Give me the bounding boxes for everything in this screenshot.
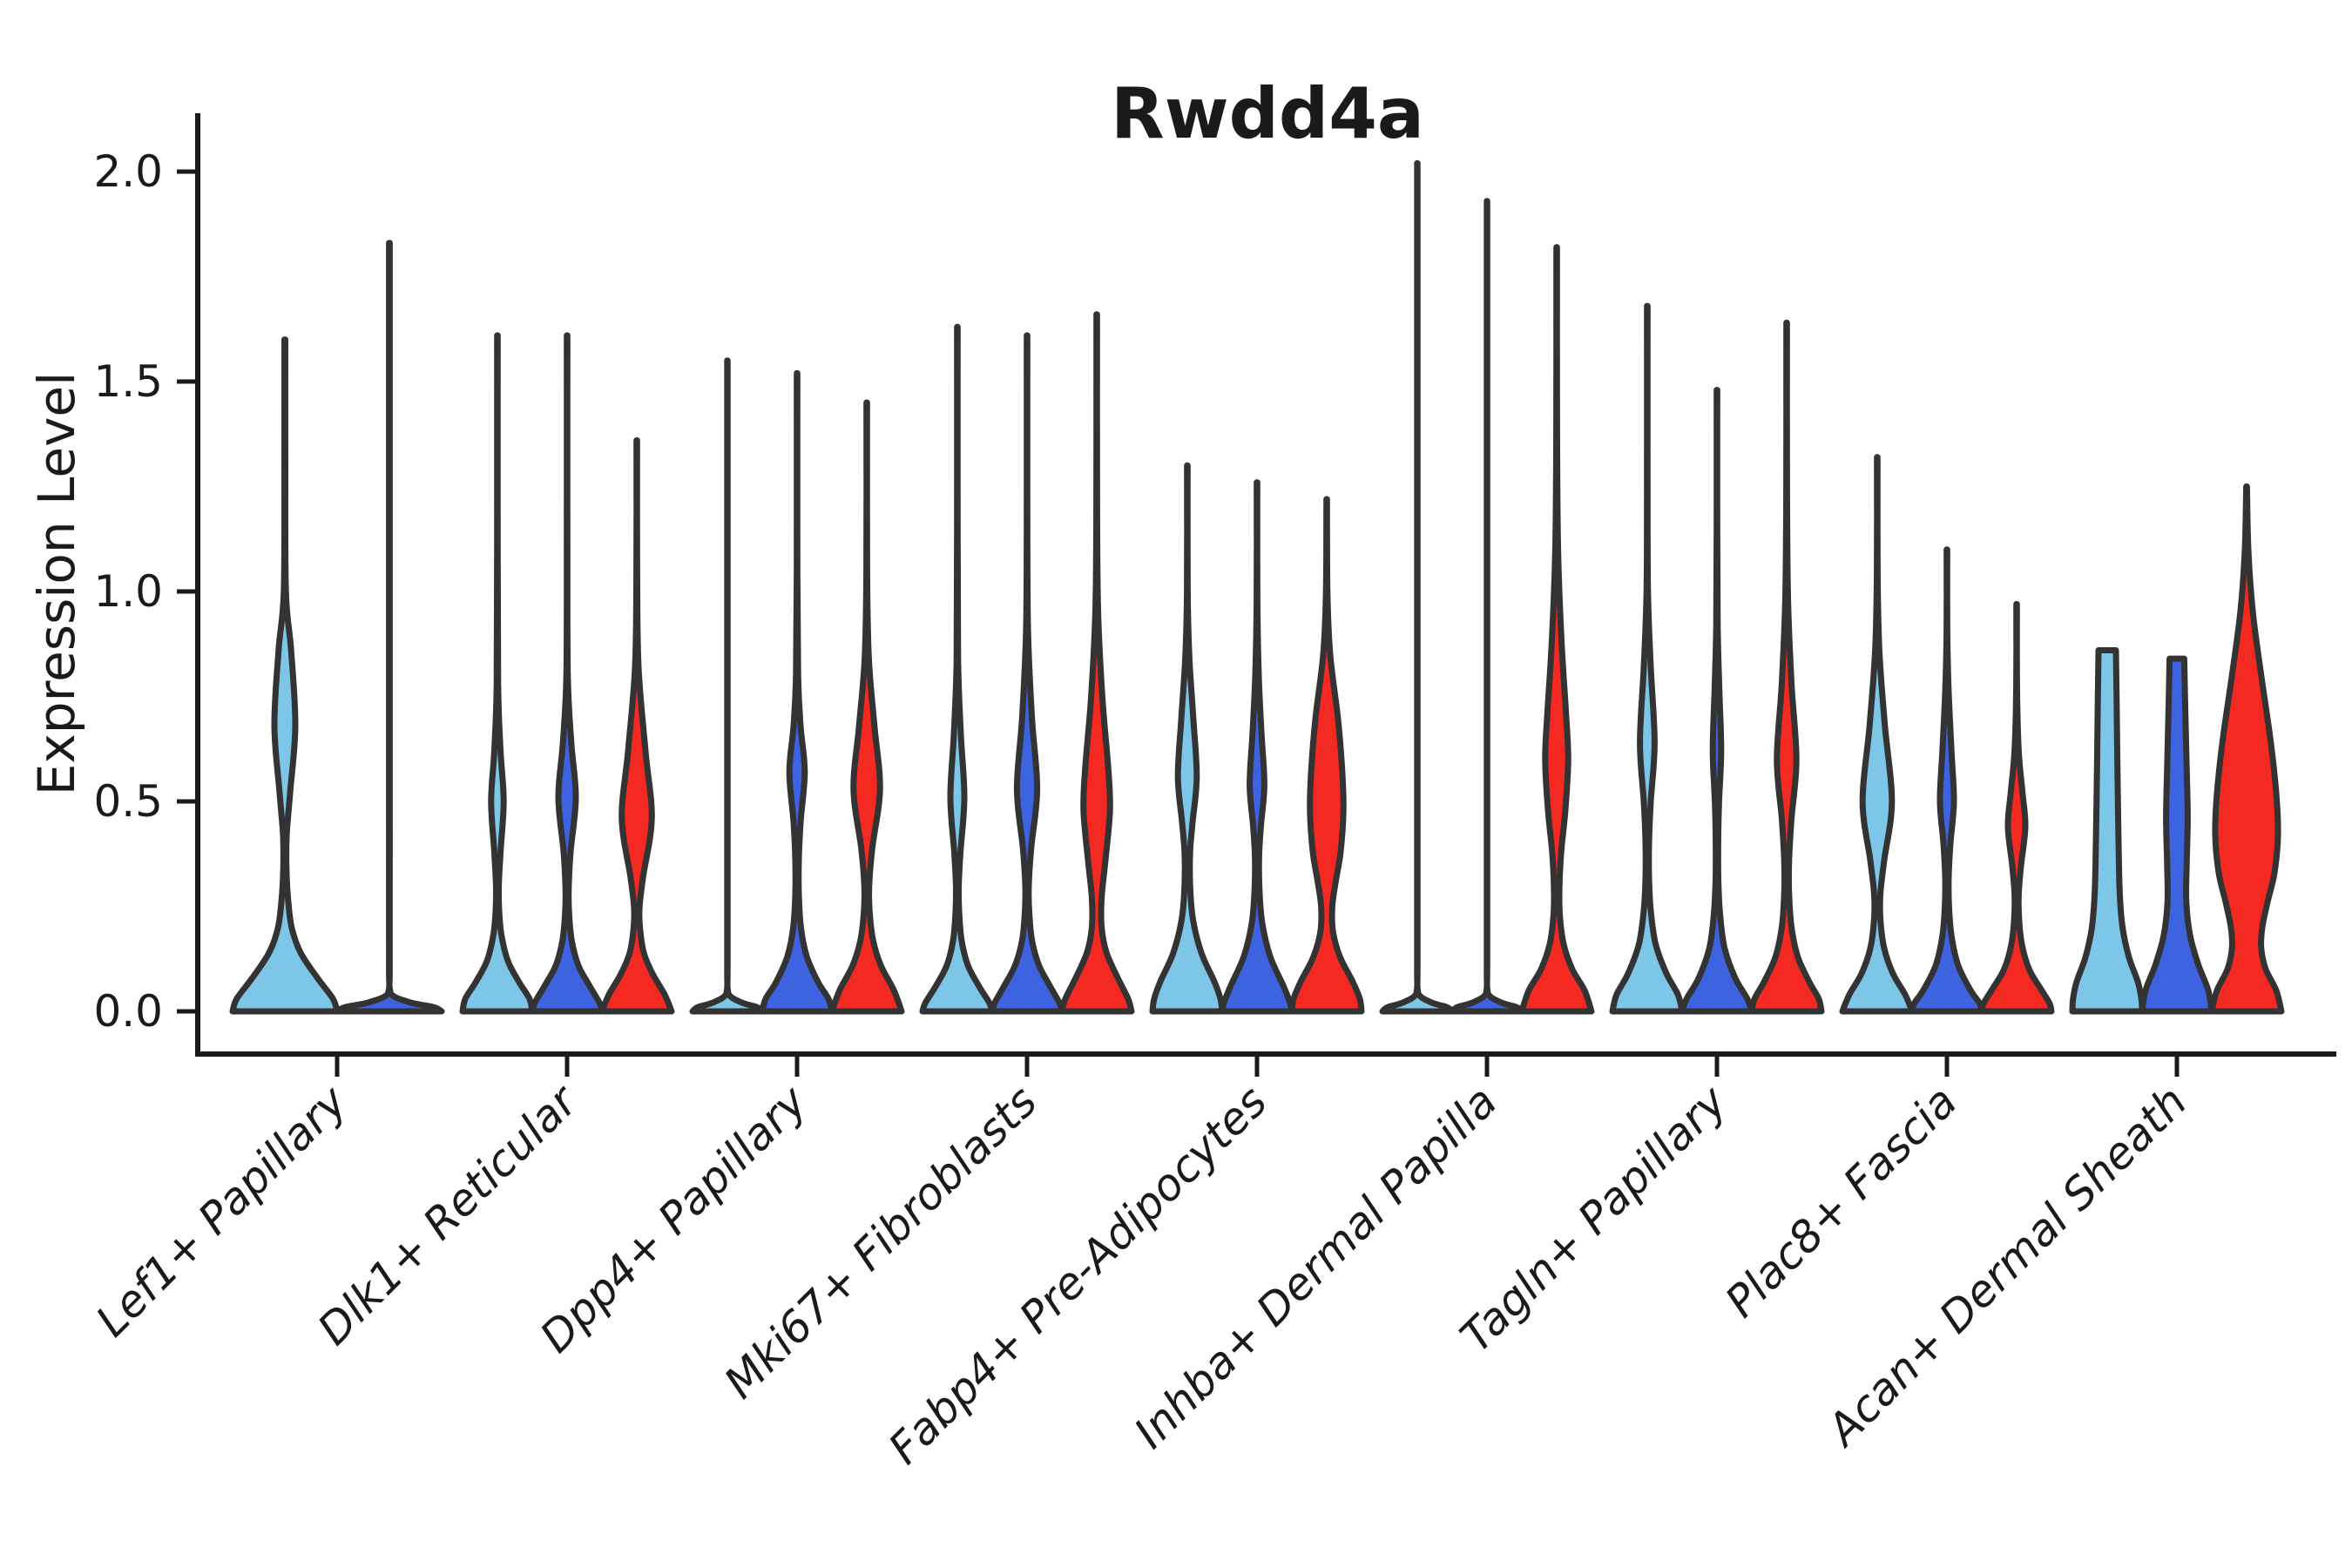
y-tick-label: 0.0 — [93, 986, 163, 1037]
violin-red — [598, 437, 675, 1015]
violin-lightblue — [1609, 302, 1686, 1015]
y-tick-label: 0.5 — [93, 776, 163, 827]
violin-group — [1379, 159, 1595, 1015]
violin-lightblue — [1839, 454, 1916, 1015]
y-tick-label: 1.5 — [93, 356, 163, 407]
violin-lightblue — [229, 336, 341, 1015]
violin-blue — [2139, 655, 2215, 1015]
x-tick-label: Inhba+ Dermal Papilla — [1125, 1076, 1506, 1457]
violin-lightblue — [689, 357, 766, 1015]
violin-red — [1288, 496, 1365, 1015]
violin-group — [1609, 302, 1825, 1015]
y-tick-label: 1.0 — [93, 566, 163, 617]
violin-lightblue — [919, 323, 996, 1015]
x-tick-label: Lef1+ Papillary — [86, 1075, 357, 1346]
violin-lightblue — [459, 332, 536, 1015]
violin-group — [2069, 483, 2285, 1015]
violin-lightblue — [1149, 462, 1226, 1015]
chart-title: Rwdd4a — [1111, 73, 1424, 154]
violin-blue — [1679, 387, 1755, 1015]
y-axis-label: Expression Level — [27, 372, 86, 795]
violin-group — [689, 357, 905, 1015]
violin-group — [1839, 454, 2055, 1015]
violin-group — [229, 240, 445, 1015]
violin-group — [919, 311, 1135, 1015]
violin-red — [1058, 311, 1135, 1015]
y-tick-label: 2.0 — [93, 146, 163, 197]
violin-blue — [1449, 198, 1525, 1015]
violin-lightblue — [2069, 647, 2146, 1015]
violins-layer — [229, 159, 2285, 1015]
x-tick-label: Plac8+ Fascia — [1716, 1076, 1967, 1327]
violin-blue — [1219, 479, 1295, 1015]
violin-red — [2208, 483, 2285, 1015]
violin-group — [1149, 462, 1365, 1015]
violin-blue — [1909, 546, 1985, 1015]
violin-red — [1518, 244, 1595, 1015]
x-tick-label: Fabp4+ Pre-Adipocytes — [879, 1076, 1277, 1474]
violin-lightblue — [1379, 159, 1456, 1015]
violin-blue — [334, 240, 445, 1015]
violin-blue — [989, 332, 1065, 1015]
violin-blue — [759, 369, 835, 1015]
violin-red — [1978, 601, 2055, 1015]
violin-group — [459, 332, 675, 1015]
violin-red — [828, 399, 905, 1015]
violin-blue — [529, 332, 605, 1015]
violin-red — [1748, 320, 1825, 1015]
